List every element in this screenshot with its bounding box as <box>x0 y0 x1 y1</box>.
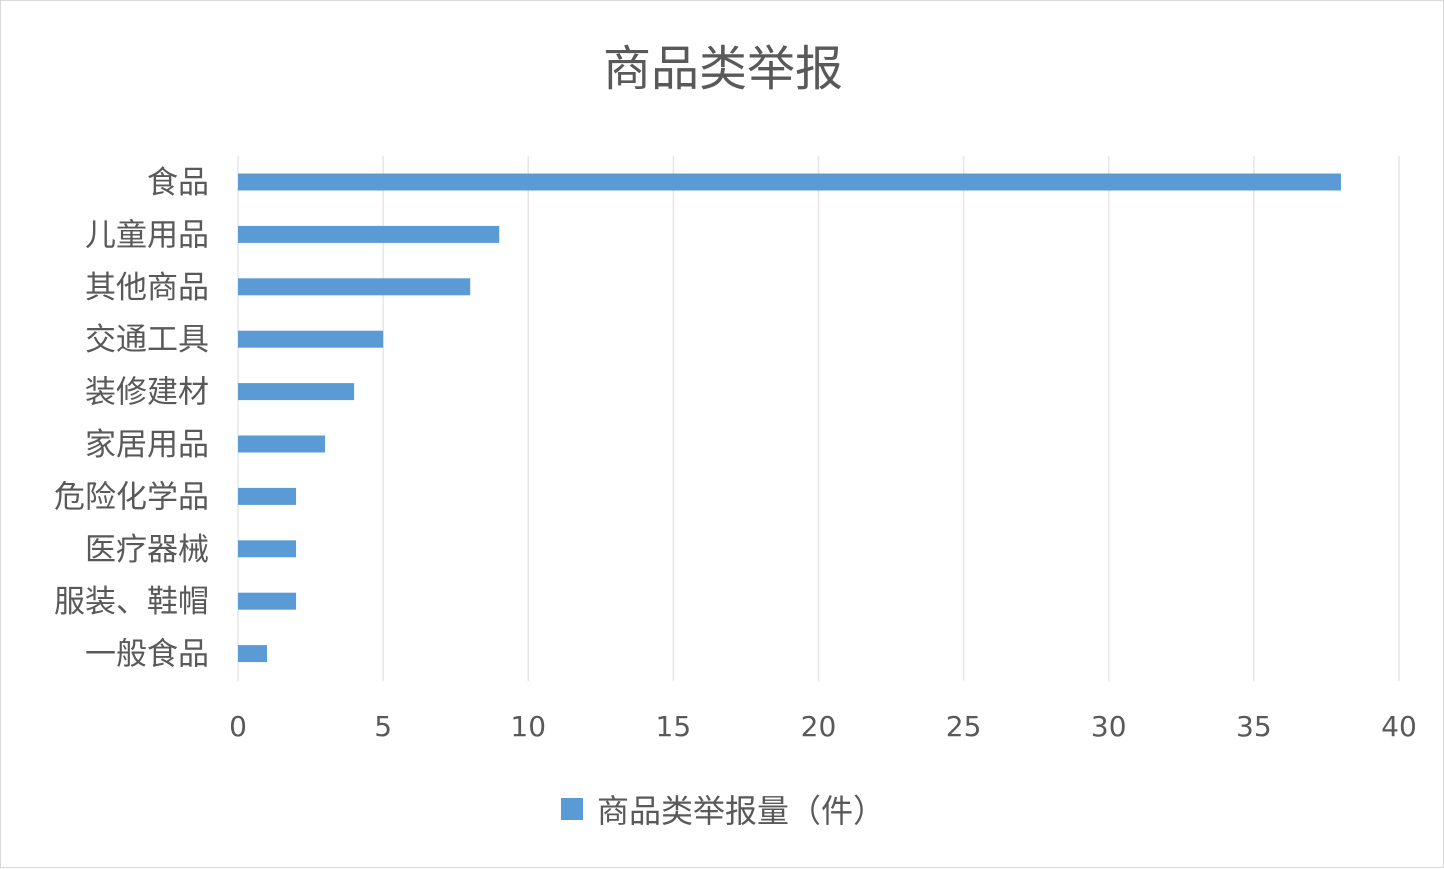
x-axis-tick-labels: 0 5 10 15 20 25 30 35 40 <box>229 710 1417 743</box>
bar <box>238 173 1341 191</box>
category-label: 一般食品 <box>85 637 209 673</box>
gridlines <box>237 156 1400 681</box>
x-tick-label: 10 <box>510 710 546 743</box>
x-tick-label: 40 <box>1381 710 1417 743</box>
legend-label: 商品类举报量（件） <box>596 792 885 830</box>
category-label: 儿童用品 <box>85 217 209 253</box>
category-label: 其他商品 <box>85 270 209 306</box>
bar <box>238 330 384 348</box>
category-label: 交通工具 <box>85 322 209 358</box>
bar <box>238 487 297 505</box>
bar <box>238 435 326 453</box>
chart-title: 商品类举报 <box>602 41 843 97</box>
x-tick-label: 5 <box>374 710 392 743</box>
category-label: 危险化学品 <box>54 479 209 515</box>
bar <box>238 592 297 610</box>
legend-swatch <box>560 798 583 820</box>
bar <box>238 645 268 663</box>
bar <box>238 540 297 558</box>
category-label: 服装、鞋帽 <box>54 584 209 620</box>
bar <box>238 383 355 401</box>
x-tick-label: 0 <box>229 710 247 743</box>
x-tick-label: 30 <box>1091 710 1127 743</box>
category-label: 家居用品 <box>85 427 209 463</box>
x-tick-label: 25 <box>946 710 982 743</box>
bar <box>238 278 471 296</box>
x-tick-label: 15 <box>656 710 692 743</box>
x-tick-label: 35 <box>1236 710 1272 743</box>
category-label: 食品 <box>147 165 209 201</box>
legend: 商品类举报量（件） <box>1 786 1444 832</box>
bars <box>238 173 1341 663</box>
category-label: 医疗器械 <box>85 532 209 568</box>
x-tick-label: 20 <box>801 710 837 743</box>
category-label: 装修建材 <box>85 375 209 411</box>
bar <box>238 225 500 243</box>
